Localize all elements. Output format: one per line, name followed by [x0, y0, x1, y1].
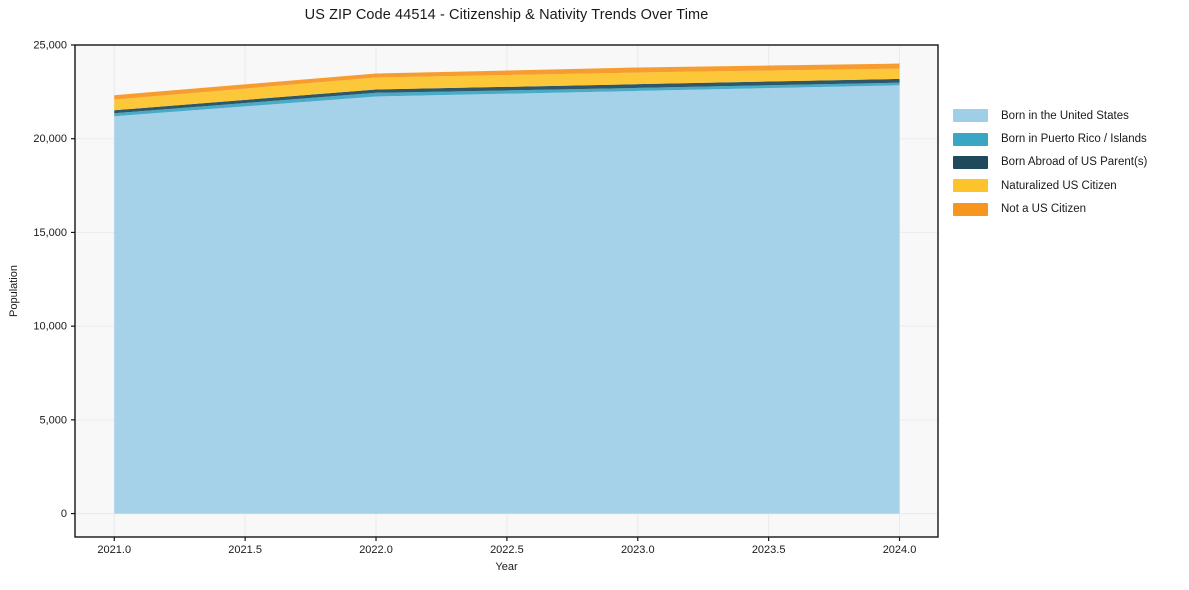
area-band-4 [114, 68, 900, 111]
y-tick-label: 0 [61, 508, 67, 520]
y-tick-label: 20,000 [33, 133, 67, 145]
y-tick-label: 10,000 [33, 321, 67, 333]
legend-swatch [953, 179, 988, 193]
y-axis-label: Population [8, 265, 20, 317]
legend-label: Not a US Citizen [1001, 203, 1087, 216]
legend-label: Naturalized US Citizen [1001, 179, 1117, 192]
legend-label: Born in Puerto Rico / Islands [1001, 133, 1147, 146]
area-band-3 [114, 78, 900, 114]
x-tick-label: 2021.0 [97, 544, 131, 556]
chart-title: US ZIP Code 44514 - Citizenship & Nativi… [304, 7, 709, 23]
x-axis-label: Year [495, 561, 518, 573]
legend-swatch [953, 109, 988, 123]
legend: Born in the United States Born in Puerto … [953, 104, 1147, 221]
legend-item: Not a US Citizen [953, 198, 1147, 221]
y-tick-label: 25,000 [33, 40, 67, 52]
legend-swatch [953, 132, 988, 146]
legend-label: Born in the United States [1001, 109, 1129, 122]
legend-label: Born Abroad of US Parent(s) [1001, 156, 1148, 169]
x-tick-label: 2024.0 [883, 544, 917, 556]
x-tick-label: 2021.5 [228, 544, 262, 556]
plot-border [74, 44, 939, 538]
x-tick-label: 2022.5 [490, 544, 524, 556]
legend-item: Born Abroad of US Parent(s) [953, 151, 1147, 174]
area-band-2 [114, 82, 900, 117]
legend-swatch [953, 155, 988, 169]
legend-item: Born in the United States [953, 104, 1147, 127]
x-tick-label: 2022.0 [359, 544, 393, 556]
legend-item: Born in Puerto Rico / Islands [953, 127, 1147, 150]
legend-item: Naturalized US Citizen [953, 174, 1147, 197]
y-tick-label: 5,000 [39, 414, 67, 426]
legend-swatch [953, 202, 988, 216]
x-tick-label: 2023.5 [752, 544, 786, 556]
area-band-1 [114, 85, 900, 514]
y-tick-label: 15,000 [33, 227, 67, 239]
x-tick-label: 2023.0 [621, 544, 655, 556]
area-band-5 [114, 63, 900, 100]
